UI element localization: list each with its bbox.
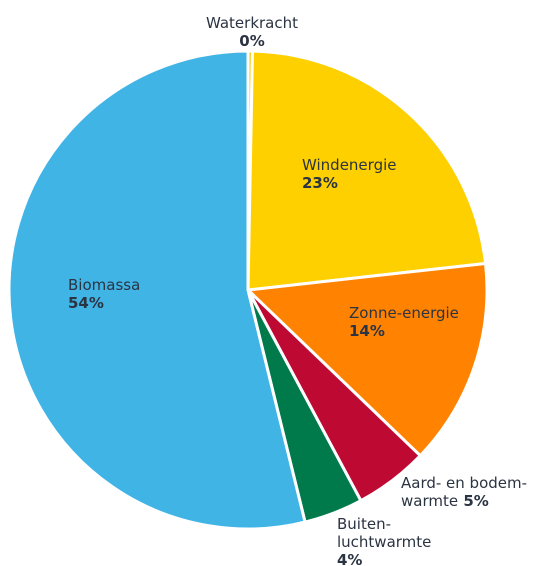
slice-label-3: Zonne-energie 14% — [349, 304, 459, 340]
pie-slice-3 — [246, 261, 489, 458]
pie-slice-6 — [7, 49, 307, 531]
slice-label-line: Windenergie — [302, 156, 396, 174]
slice-label-line: Biomassa — [68, 276, 140, 294]
slice-label-line: Aard- en bodem- — [401, 474, 527, 492]
slice-percent-4: 5% — [458, 492, 489, 510]
slice-label-5: Buiten-luchtwarmte 4% — [337, 515, 431, 566]
slice-percent-1: 0% — [239, 32, 264, 50]
pie-slice-2 — [246, 49, 488, 292]
slice-label-4: Aard- en bodem-warmte 5% — [401, 474, 527, 510]
pie-labels: Waterkracht 0% Windenergie 23% Zonne-energie… — [68, 14, 527, 566]
slice-label-line: warmte — [401, 492, 458, 510]
slice-label-6: Biomassa 54% — [68, 276, 140, 312]
pie-slices — [7, 49, 489, 531]
slice-percent-5: 4% — [337, 551, 362, 566]
slice-label-line: Buiten- — [337, 515, 391, 533]
slice-label-line: Zonne-energie — [349, 304, 459, 322]
slice-percent-3: 14% — [349, 322, 385, 340]
slice-label-line: Waterkracht — [206, 14, 298, 32]
slice-percent-6: 54% — [68, 294, 104, 312]
slice-label-2: Windenergie 23% — [302, 156, 396, 192]
slice-percent-2: 23% — [302, 174, 338, 192]
slice-label-1: Waterkracht 0% — [206, 14, 298, 50]
slice-label-line: luchtwarmte — [337, 533, 431, 551]
